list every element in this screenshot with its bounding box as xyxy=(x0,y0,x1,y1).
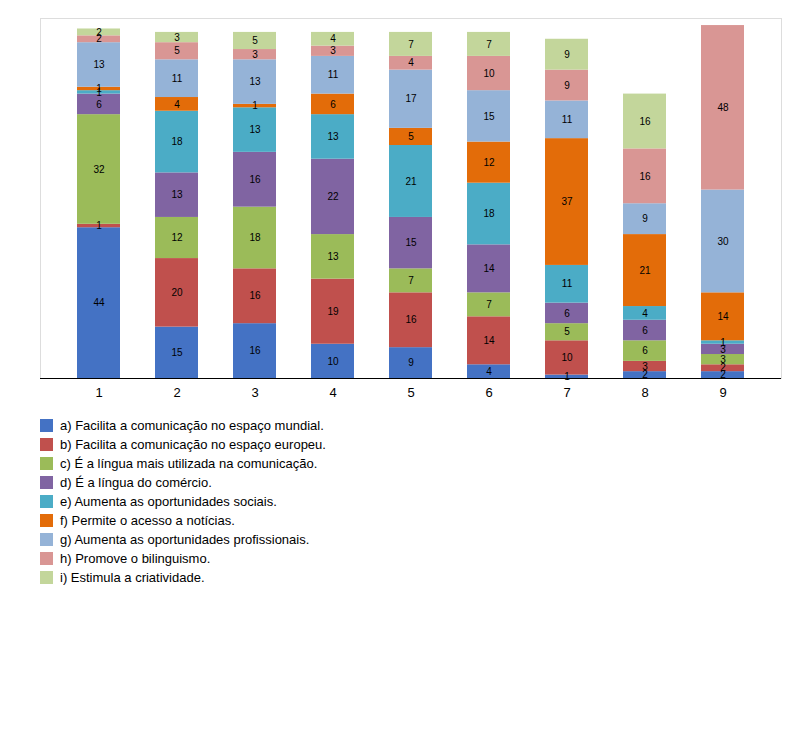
svg-text:2: 2 xyxy=(96,27,102,38)
html-text:f) Permite o acesso a notícias: f) Permite o acesso a notícias. xyxy=(60,513,235,528)
svg-text:14: 14 xyxy=(483,263,495,274)
svg-text:9: 9 xyxy=(564,49,570,60)
svg-text:6: 6 xyxy=(642,345,648,356)
svg-text:3: 3 xyxy=(252,49,258,60)
svg-text:4: 4 xyxy=(642,308,648,319)
html-text:g) Aumenta as oportunidades pr: g) Aumenta as oportunidades profissionai… xyxy=(60,532,310,547)
svg-text:1: 1 xyxy=(96,83,102,94)
svg-text:32: 32 xyxy=(93,164,105,175)
svg-text:3: 3 xyxy=(720,354,726,365)
svg-text:3: 3 xyxy=(720,343,726,355)
html-text:a) Facilita a comunicação no e: a) Facilita a comunicação no espaço mund… xyxy=(60,418,324,433)
svg-text:5: 5 xyxy=(564,326,570,337)
svg-text:16: 16 xyxy=(639,116,651,127)
svg-text:5: 5 xyxy=(407,385,414,400)
svg-text:13: 13 xyxy=(171,189,183,200)
html-text:d) É a língua do comércio.: d) É a língua do comércio. xyxy=(60,475,212,490)
svg-text:5: 5 xyxy=(252,35,258,46)
html-text:b) Facilita a comunicação no e: b) Facilita a comunicação no espaço euro… xyxy=(60,437,326,452)
svg-text:7: 7 xyxy=(408,275,414,286)
svg-text:17: 17 xyxy=(405,93,417,104)
svg-text:21: 21 xyxy=(405,176,417,187)
svg-text:18: 18 xyxy=(249,232,261,243)
svg-text:6: 6 xyxy=(96,99,102,110)
svg-text:10: 10 xyxy=(561,352,573,363)
svg-text:3: 3 xyxy=(251,385,258,400)
svg-text:1: 1 xyxy=(564,371,570,382)
svg-text:16: 16 xyxy=(249,345,261,356)
svg-text:15: 15 xyxy=(171,347,183,358)
svg-text:10: 10 xyxy=(483,68,495,79)
svg-text:13: 13 xyxy=(249,124,261,135)
svg-text:16: 16 xyxy=(249,290,261,301)
svg-text:4: 4 xyxy=(330,33,336,44)
svg-text:15: 15 xyxy=(483,111,495,122)
html-text:h) Promove o bilinguismo.: h) Promove o bilinguismo. xyxy=(60,551,211,566)
svg-text:21: 21 xyxy=(639,265,651,276)
svg-text:4: 4 xyxy=(486,366,492,377)
svg-text:11: 11 xyxy=(172,73,183,84)
svg-text:11: 11 xyxy=(562,278,573,289)
svg-text:44: 44 xyxy=(93,297,105,308)
svg-text:6: 6 xyxy=(564,308,570,319)
svg-text:7: 7 xyxy=(408,39,414,50)
svg-text:8: 8 xyxy=(641,385,648,400)
svg-text:1: 1 xyxy=(95,385,102,400)
svg-text:1: 1 xyxy=(96,220,102,231)
svg-text:16: 16 xyxy=(249,174,261,185)
svg-text:9: 9 xyxy=(408,357,414,368)
svg-text:9: 9 xyxy=(564,80,570,91)
svg-text:3: 3 xyxy=(174,32,180,43)
svg-text:18: 18 xyxy=(483,208,495,219)
html-text:e) Aumenta as oportunidades so: e) Aumenta as oportunidades sociais. xyxy=(60,494,277,509)
svg-text:12: 12 xyxy=(171,232,183,243)
svg-text:1: 1 xyxy=(252,100,258,111)
svg-text:13: 13 xyxy=(327,251,339,262)
svg-text:48: 48 xyxy=(717,102,729,113)
svg-text:37: 37 xyxy=(561,196,573,207)
svg-text:10: 10 xyxy=(327,356,339,367)
svg-text:14: 14 xyxy=(483,335,495,346)
svg-text:11: 11 xyxy=(562,114,573,125)
svg-text:6: 6 xyxy=(642,325,648,336)
svg-text:20: 20 xyxy=(171,287,183,298)
svg-text:18: 18 xyxy=(171,136,183,147)
svg-text:11: 11 xyxy=(328,69,339,80)
svg-text:16: 16 xyxy=(405,314,417,325)
svg-text:6: 6 xyxy=(485,385,492,400)
svg-text:5: 5 xyxy=(408,131,414,142)
svg-text:7: 7 xyxy=(563,385,570,400)
svg-text:7: 7 xyxy=(486,39,492,50)
svg-text:3: 3 xyxy=(642,361,648,372)
svg-text:4: 4 xyxy=(408,57,414,68)
svg-text:4: 4 xyxy=(174,99,180,110)
svg-text:19: 19 xyxy=(327,306,339,317)
html-text:c) É a língua mais utilizada n: c) É a língua mais utilizada na comunica… xyxy=(60,456,318,471)
svg-text:9: 9 xyxy=(642,213,648,224)
svg-text:30: 30 xyxy=(717,236,729,247)
svg-text:16: 16 xyxy=(639,171,651,182)
svg-text:5: 5 xyxy=(174,45,180,56)
svg-text:13: 13 xyxy=(327,131,339,142)
svg-text:14: 14 xyxy=(717,311,729,322)
svg-text:2: 2 xyxy=(173,385,180,400)
html-text:i) Estimula a criatividade.: i) Estimula a criatividade. xyxy=(60,570,205,585)
svg-text:13: 13 xyxy=(249,76,261,87)
svg-text:15: 15 xyxy=(405,237,417,248)
svg-text:13: 13 xyxy=(93,59,105,70)
svg-text:4: 4 xyxy=(329,385,336,400)
svg-text:12: 12 xyxy=(483,157,495,168)
svg-text:6: 6 xyxy=(330,99,336,110)
svg-text:2: 2 xyxy=(720,362,726,374)
svg-text:22: 22 xyxy=(327,191,339,202)
svg-text:1: 1 xyxy=(720,337,726,348)
svg-text:7: 7 xyxy=(486,299,492,310)
svg-text:3: 3 xyxy=(330,45,336,56)
svg-text:2: 2 xyxy=(96,33,102,45)
svg-text:9: 9 xyxy=(719,385,726,400)
